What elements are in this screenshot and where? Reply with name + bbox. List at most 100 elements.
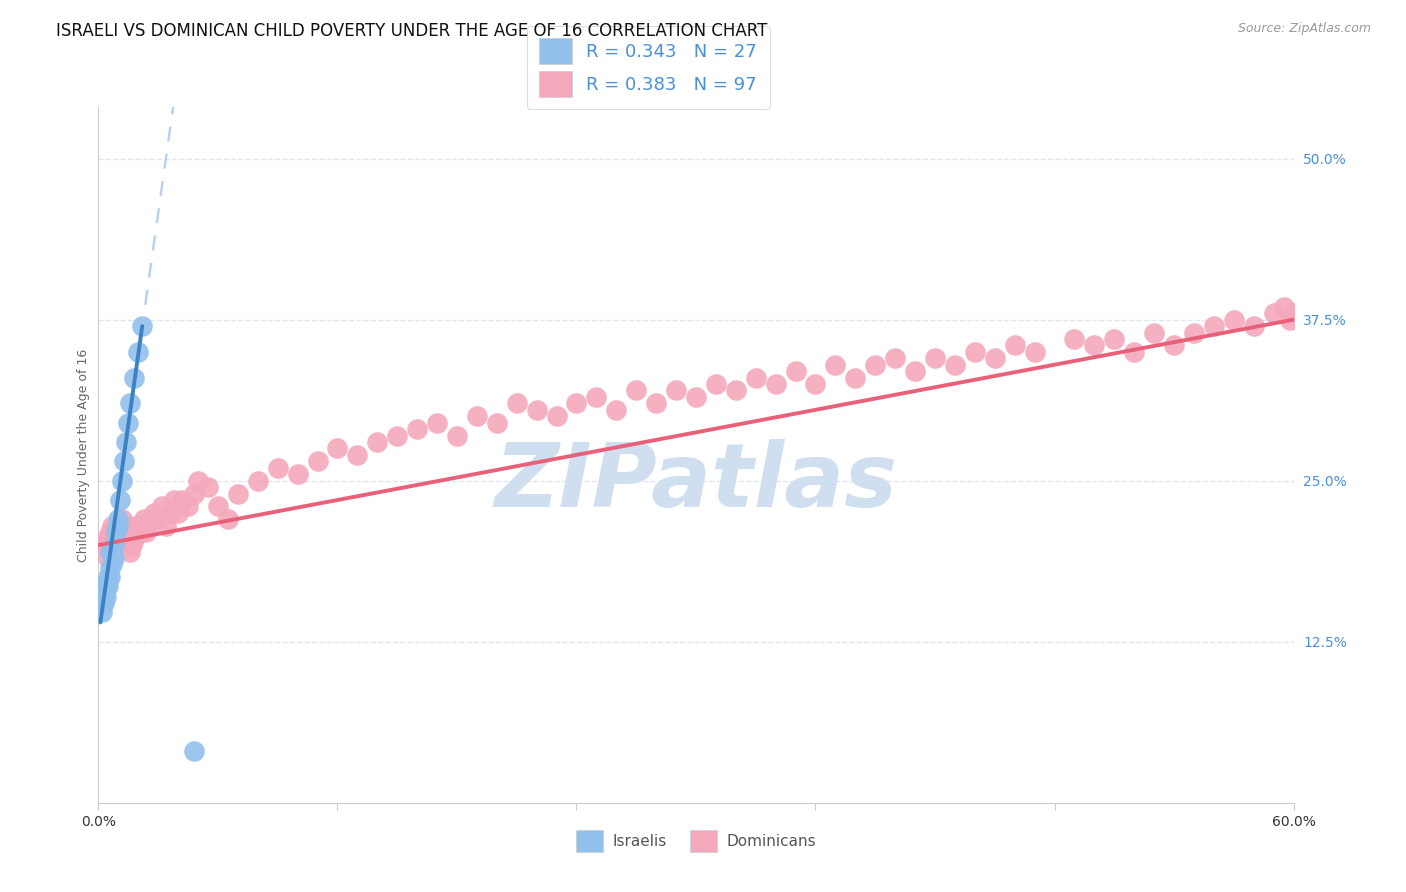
Point <box>177 500 200 514</box>
Point <box>217 512 239 526</box>
Point <box>346 448 368 462</box>
Point <box>526 402 548 417</box>
Point <box>924 351 946 366</box>
Point <box>745 370 768 384</box>
Point <box>107 532 129 546</box>
Point <box>645 396 668 410</box>
Point <box>98 544 122 558</box>
Legend: Israelis, Dominicans: Israelis, Dominicans <box>569 824 823 858</box>
Point <box>446 428 468 442</box>
Point <box>785 364 807 378</box>
Point <box>724 384 747 398</box>
Point <box>124 370 146 384</box>
Point <box>1282 306 1305 320</box>
Point <box>150 500 173 514</box>
Text: ISRAELI VS DOMINICAN CHILD POVERTY UNDER THE AGE OF 16 CORRELATION CHART: ISRAELI VS DOMINICAN CHILD POVERTY UNDER… <box>56 22 768 40</box>
Point <box>465 409 488 424</box>
Point <box>546 409 568 424</box>
Point <box>267 460 290 475</box>
Point <box>143 506 166 520</box>
Point <box>207 500 229 514</box>
Point <box>98 525 122 540</box>
Point <box>307 454 329 468</box>
Point <box>105 525 128 540</box>
Point <box>127 518 149 533</box>
Point <box>112 525 135 540</box>
Point <box>963 344 986 359</box>
Point <box>665 384 688 398</box>
Point <box>125 518 148 533</box>
Point <box>120 544 142 558</box>
Point <box>1024 344 1046 359</box>
Point <box>287 467 309 482</box>
Point <box>135 525 157 540</box>
Point <box>101 549 124 563</box>
Text: ZIPatlas: ZIPatlas <box>495 439 897 526</box>
Point <box>117 518 139 533</box>
Point <box>704 377 727 392</box>
Point <box>1243 319 1265 334</box>
Point <box>107 518 129 533</box>
Point <box>93 538 115 552</box>
Point <box>1263 306 1285 320</box>
Point <box>426 416 449 430</box>
Point <box>1362 280 1385 294</box>
Point <box>101 518 124 533</box>
Point <box>1322 300 1344 314</box>
Point <box>1278 312 1301 326</box>
Text: Source: ZipAtlas.com: Source: ZipAtlas.com <box>1237 22 1371 36</box>
Point <box>485 416 508 430</box>
Point <box>96 590 118 604</box>
Y-axis label: Child Poverty Under the Age of 16: Child Poverty Under the Age of 16 <box>77 348 90 562</box>
Point <box>904 364 927 378</box>
Point <box>226 486 249 500</box>
Point <box>1182 326 1205 340</box>
Point <box>844 370 866 384</box>
Point <box>626 384 648 398</box>
Point <box>159 506 181 520</box>
Point <box>385 428 409 442</box>
Point <box>1223 312 1246 326</box>
Point <box>112 454 135 468</box>
Point <box>97 570 120 584</box>
Point <box>127 344 149 359</box>
Point <box>865 358 887 372</box>
Point <box>765 377 787 392</box>
Point <box>1063 332 1085 346</box>
Point <box>1143 326 1166 340</box>
Point <box>97 551 120 566</box>
Point <box>824 358 846 372</box>
Point <box>1163 338 1185 352</box>
Point <box>131 518 153 533</box>
Point <box>148 512 170 526</box>
Point <box>585 390 607 404</box>
Point <box>183 744 205 758</box>
Point <box>943 358 966 372</box>
Point <box>1202 319 1225 334</box>
Point <box>685 390 707 404</box>
Point <box>131 319 153 334</box>
Point <box>117 416 139 430</box>
Point <box>103 538 125 552</box>
Point <box>124 532 146 546</box>
Point <box>326 442 349 456</box>
Point <box>141 512 163 526</box>
Point <box>98 561 122 575</box>
Point <box>1272 300 1295 314</box>
Point <box>91 605 114 619</box>
Point <box>115 435 138 450</box>
Point <box>1123 344 1146 359</box>
Point <box>183 486 205 500</box>
Point <box>93 596 115 610</box>
Point <box>984 351 1007 366</box>
Point <box>565 396 588 410</box>
Point <box>96 532 118 546</box>
Point <box>1004 338 1026 352</box>
Point <box>1104 332 1126 346</box>
Point <box>120 396 142 410</box>
Point <box>105 525 128 540</box>
Point <box>97 579 120 593</box>
Point <box>110 518 132 533</box>
Point <box>136 518 159 533</box>
Point <box>111 474 134 488</box>
